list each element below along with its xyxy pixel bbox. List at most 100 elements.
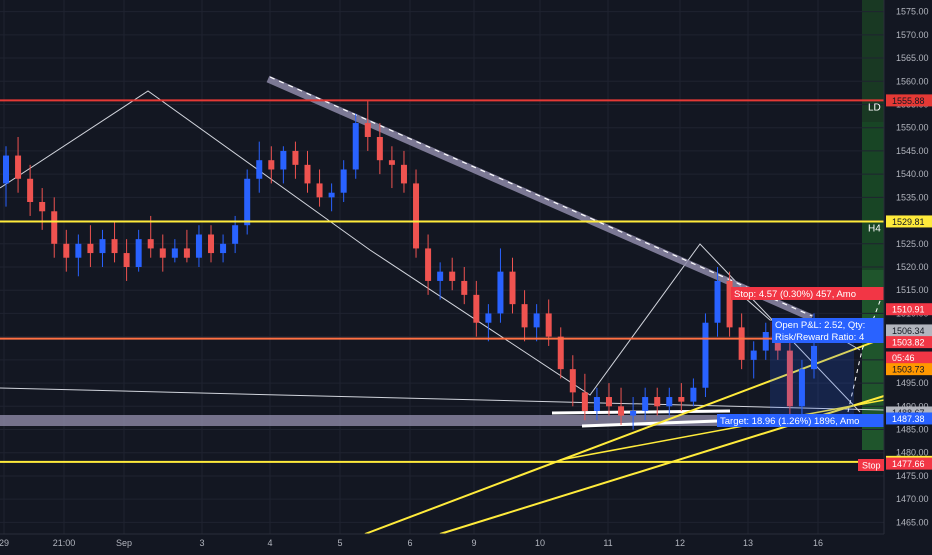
- horizontal-levels: LD H4: [0, 99, 884, 463]
- candle-body: [256, 160, 263, 179]
- time-axis[interactable]: [0, 534, 932, 550]
- candle-body: [437, 271, 444, 281]
- risk-reward-label-bg: [772, 330, 884, 343]
- price-tag-text: 1487.38: [892, 414, 925, 424]
- price-tick-label: 1545.00: [896, 146, 929, 156]
- rising-trendline[interactable]: [559, 399, 885, 461]
- candle-body: [63, 243, 70, 258]
- price-tag: [886, 336, 932, 349]
- price-tag-text: 05:46: [892, 353, 915, 363]
- candle-body: [244, 178, 251, 226]
- price-tick-label: 1575.00: [896, 7, 929, 17]
- price-tick-label: 1480.00: [896, 448, 929, 458]
- candle-body: [581, 392, 588, 411]
- candle-body: [328, 192, 335, 198]
- candle-body: [762, 332, 769, 351]
- price-tick-label: 1475.00: [896, 471, 929, 481]
- support-zone[interactable]: [0, 415, 862, 426]
- price-tick-label: 1470.00: [896, 494, 929, 504]
- candle-body: [27, 178, 34, 202]
- candle-body: [630, 410, 637, 416]
- candle-body: [425, 248, 432, 281]
- rising-channel-upper[interactable]: [364, 337, 885, 535]
- candle-body: [364, 123, 371, 137]
- candle-body: [400, 164, 407, 184]
- time-tick-label: 12: [675, 538, 685, 548]
- price-tag: [886, 363, 932, 376]
- price-tick-label: 1520.00: [896, 262, 929, 272]
- candle-body: [352, 123, 359, 170]
- price-tag: [886, 457, 932, 470]
- level-price-tag: [886, 94, 932, 107]
- candle-body: [316, 183, 323, 198]
- projection-dashed[interactable]: [847, 289, 885, 413]
- candle-body: [485, 313, 492, 323]
- candle-body: [678, 397, 685, 402]
- open-pnl-label-bg: [772, 318, 884, 331]
- candle-body: [15, 155, 22, 179]
- candle-body: [702, 322, 709, 388]
- candle-body: [232, 225, 239, 244]
- price-tag: [886, 351, 932, 364]
- time-tick-label: 5: [337, 538, 342, 548]
- risk-reward-label: Risk/Reward Ratio: 4: [775, 332, 864, 343]
- candle-body: [39, 201, 46, 212]
- candle-body: [750, 350, 757, 360]
- time-tick-label: 13: [743, 538, 753, 548]
- open-pnl-label: Open P&L: 2.52, Qty:: [775, 320, 865, 331]
- price-tag: [886, 303, 932, 316]
- candle-body: [171, 248, 178, 258]
- candle-body: [545, 313, 552, 337]
- target-zone[interactable]: [770, 340, 854, 414]
- price-tag-text: 1503.73: [892, 365, 925, 375]
- thin-support-line[interactable]: [0, 387, 885, 411]
- candle-body: [413, 183, 420, 249]
- candle-body: [618, 406, 625, 416]
- candle-body: [376, 136, 383, 161]
- candle-body: [340, 169, 347, 193]
- time-tick-label: 6: [407, 538, 412, 548]
- candle-body: [147, 239, 154, 249]
- candle-body: [159, 248, 166, 258]
- candle-body: [473, 294, 480, 323]
- white-support-line[interactable]: [551, 409, 731, 415]
- price-tick-label: 1540.00: [896, 169, 929, 179]
- time-tick-label: 29: [0, 538, 9, 548]
- target-label-bg: [717, 414, 884, 427]
- candle-body: [111, 239, 118, 254]
- candle-body: [304, 164, 311, 184]
- time-tick-label: 16: [813, 538, 823, 548]
- candle-body: [798, 369, 805, 407]
- stop-label-bg: [731, 287, 884, 300]
- candle-body: [786, 350, 793, 407]
- candle-body: [593, 397, 600, 411]
- candle-body: [99, 239, 106, 254]
- target-label: Target: 18.96 (1.26%) 1896, Amo: [720, 416, 859, 427]
- time-tick-label: 9: [471, 538, 476, 548]
- candle-body: [569, 369, 576, 393]
- price-tag: [886, 324, 932, 337]
- dashed-trendline[interactable]: [269, 76, 813, 317]
- descending-trendline[interactable]: [266, 75, 814, 322]
- price-tag: [886, 412, 932, 425]
- candle-body: [3, 155, 9, 184]
- candle-body: [726, 280, 733, 328]
- candle-body: [268, 160, 275, 170]
- level-tag: H4: [868, 223, 881, 234]
- zigzag-line[interactable]: [0, 90, 861, 413]
- candle-body: [87, 243, 94, 254]
- candle-body: [461, 280, 468, 295]
- price-tag-text: 1506.34: [892, 326, 925, 336]
- price-tag-text: 1503.82: [892, 338, 925, 348]
- candle-body: [449, 271, 456, 281]
- candle-body: [388, 160, 395, 165]
- candle-body: [654, 397, 661, 407]
- time-tick-label: 10: [535, 538, 545, 548]
- candle-body: [533, 313, 540, 328]
- candle-body: [605, 397, 612, 407]
- level-price-tag: [886, 215, 932, 228]
- candles: [3, 99, 817, 430]
